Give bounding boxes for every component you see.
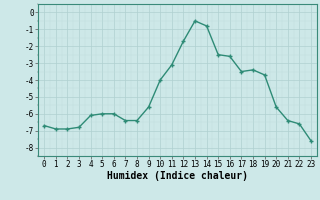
X-axis label: Humidex (Indice chaleur): Humidex (Indice chaleur) — [107, 171, 248, 181]
